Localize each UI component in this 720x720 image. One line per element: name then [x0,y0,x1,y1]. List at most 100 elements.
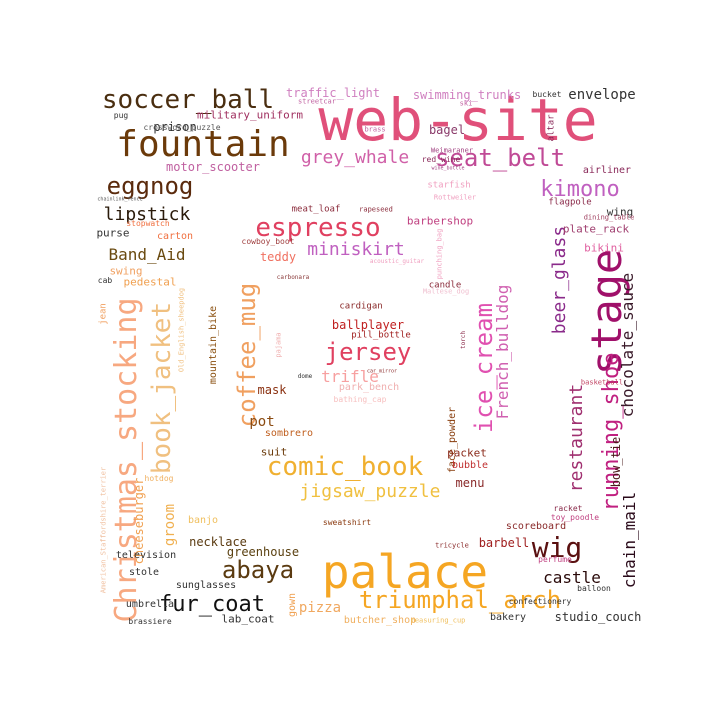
word-candle: candle [428,280,462,291]
word-sunglasses: sunglasses [175,580,237,591]
word-mountain-bike: mountain_bike [208,305,219,385]
word-torch: torch [460,330,467,350]
word-jigsaw-puzzle: jigsaw_puzzle [299,481,441,502]
word-eggnog: eggnog [106,172,194,200]
word-lab-coat: lab_coat [221,612,275,626]
word-racket: racket [553,504,583,513]
word-old-english-sheepdog: Old_English_sheepdog [177,287,186,373]
word-swing: swing [109,264,143,278]
word-crossword-puzzle: crossword_puzzle [143,123,221,132]
word-book-jacket: book_jacket [147,301,177,475]
word-cowboy-boot: cowboy_boot [241,237,295,246]
word-soccer-ball: soccer_ball [101,85,275,115]
word-coffee-mug: coffee_mug [233,282,261,428]
word-carbonara: carbonara [276,274,310,281]
word-castle: castle [543,568,601,587]
word-traffic-light: traffic_light [286,86,380,100]
word-television: television [115,550,177,561]
word-band-aid: Band_Aid [108,245,186,264]
word-gown: gown [287,592,298,618]
word-cardigan: cardigan [339,301,383,312]
word-banjo: banjo [187,515,219,526]
word-web-site: web-site [318,86,598,154]
word-jersey: jersey [324,338,412,366]
word-bagel: bagel [428,123,466,137]
word-acoustic-guitar: acoustic_guitar [369,258,425,265]
word-park-bench: park_bench [338,382,400,393]
word-groom: groom [162,503,178,547]
word-french-bulldog: French_bulldog [493,284,512,420]
word-chain-mail: chain_mail [620,491,639,589]
word-tricycle: tricycle [435,541,469,550]
word-pajama: pajama [274,332,283,358]
word-studio-couch: studio_couch [554,610,642,624]
word-wing: wing [606,205,634,219]
word-barbershop: barbershop [406,214,474,228]
word-red-wine: red_wine [421,155,461,164]
word-bubble: bubble [451,460,489,471]
word-stole: stole [128,567,160,578]
word-bikini: bikini [584,241,624,255]
word-chocolate-sauce: chocolate_sauce [618,272,637,418]
word-hotdog: hotdog [144,474,174,483]
word-triumphal-arch: triumphal_arch [358,586,562,614]
word-prison: prison [153,120,197,134]
word-packet: packet [447,446,487,460]
word-espresso: espresso [255,213,381,243]
word-kimono: kimono [540,177,620,202]
word-menu: menu [455,476,485,490]
word-confectionery: confectionery [508,597,572,606]
word-necklace: necklace [189,535,247,549]
word-dome: dome [297,373,313,380]
word-basketball: basketball [580,378,624,387]
word-teddy: teddy [259,250,297,264]
word-pill-bottle: pill_bottle [351,330,411,341]
word-carton: carton [156,231,194,242]
word-pot: pot [249,414,275,430]
word-bow-tie: bow_tie [609,436,623,488]
word-rapeseed: rapeseed [359,205,393,214]
word-sombrero: sombrero [264,428,314,439]
word-scoreboard: scoreboard [505,521,567,532]
word-trifle: trifle [321,367,379,386]
word-dining-table: dining_table [583,213,635,222]
word-suit: suit [260,445,288,459]
word-ski: ski [459,99,473,108]
word-motor-scooter: motor_scooter [166,160,260,174]
word-envelope: envelope [568,87,636,103]
word-sweatshirt: sweatshirt [322,518,372,527]
word-swimming-trunks: swimming_trunks [412,88,522,102]
word-cab: cab [97,276,113,285]
word-bakery: bakery [489,612,527,623]
word-fur-coat: fur_coat [159,592,265,617]
word-umbrella: umbrella [125,599,175,610]
word-ballplayer: ballplayer [331,318,405,332]
word-comic-book: comic_book [266,452,424,482]
word-flagpole: flagpole [548,197,592,208]
word-pug: pug [113,111,129,120]
word-weimaraner: Weimaraner [430,146,474,155]
word-american-staffordshire-terrier: American_Staffordshire_terrier [99,466,108,594]
word-balloon: balloon [577,584,611,593]
word-greenhouse: greenhouse [226,545,300,559]
word-stopwatch: stopwatch [126,219,170,228]
word-pizza: pizza [298,600,342,616]
word-mask: mask [257,383,287,397]
word-lipstick: lipstick [103,204,191,225]
word-restaurant: restaurant [566,383,587,493]
word-military-uniform: military_uniform [197,108,303,122]
word-brassiere: brassiere [128,617,172,626]
word-seat-belt: seat_belt [434,144,566,172]
word-punching-bag: punching_bag [435,228,444,280]
word-toy-poodle: toy_poodle [550,513,600,522]
word-maltese-dog: Maltese_dog [422,287,470,296]
word-brass: brass [364,125,386,134]
word-wine-bottle: wine_bottle [431,165,465,172]
word-wig: wig [531,531,583,564]
word-starfish: starfish [427,180,471,191]
word-meat-loaf: meat_loaf [291,204,341,215]
word-grey-whale: grey_whale [300,147,410,168]
word-rottweiler: Rottweiler [433,193,477,202]
word-butcher-shop: butcher_shop [343,615,417,626]
word-pedestal: pedestal [123,275,177,289]
